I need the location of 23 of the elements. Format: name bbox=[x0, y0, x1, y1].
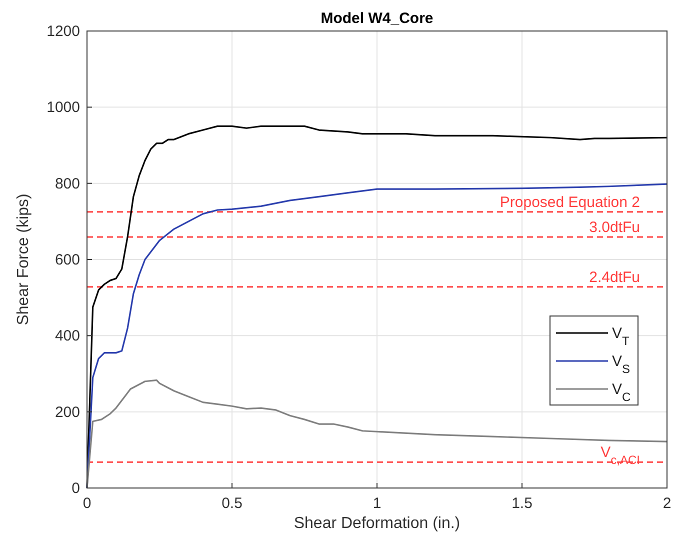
legend-label: V$_{C}$ bbox=[612, 381, 632, 404]
x-tick-label: 0.5 bbox=[222, 495, 242, 512]
chart-title: Model W4_Core bbox=[320, 10, 434, 27]
legend-label: V$_{T}$ bbox=[612, 325, 630, 348]
legend-label: V$_{S}$ bbox=[612, 353, 630, 376]
y-tick-label: 0 bbox=[72, 480, 80, 497]
y-tick-label: 600 bbox=[54, 252, 80, 268]
x-axis-title: Shear Deformation (in.) bbox=[294, 515, 460, 532]
ref-line-label: 2.4dtFu bbox=[589, 268, 640, 286]
y-axis-title: Shear Force (kips) bbox=[15, 194, 32, 326]
ref-line-label: 3.0dtFu bbox=[589, 219, 640, 236]
x-tick-label: 1 bbox=[372, 495, 382, 512]
y-tick-label: 400 bbox=[54, 328, 80, 345]
y-tick-label: 200 bbox=[54, 404, 80, 421]
x-tick-label: 0 bbox=[82, 495, 92, 512]
y-tick-label: 1200 bbox=[46, 23, 80, 40]
y-tick-label: 1000 bbox=[46, 99, 80, 116]
x-tick-label: 1.5 bbox=[512, 495, 532, 512]
x-tick-label: 2 bbox=[662, 495, 672, 512]
y-tick-label: 800 bbox=[54, 175, 80, 192]
ref-line-label: Proposed Equation 2 bbox=[500, 194, 640, 211]
line-series bbox=[86, 125, 668, 489]
line-series bbox=[86, 379, 668, 489]
